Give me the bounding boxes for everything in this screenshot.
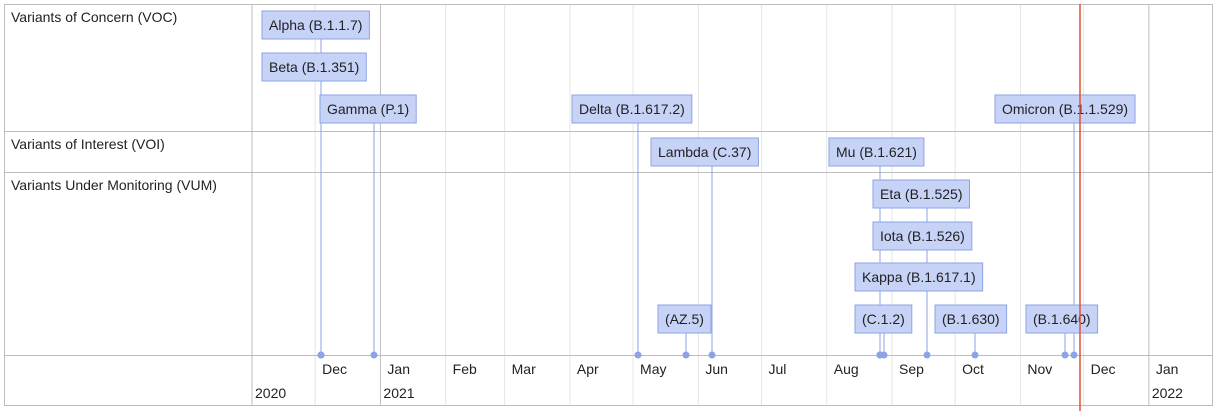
- event-label: Beta (B.1.351): [261, 52, 367, 82]
- x-tick-label: Jan: [387, 361, 410, 377]
- event-label-text: Gamma (P.1): [327, 101, 409, 117]
- event-label: Omicron (B.1.1.529): [994, 94, 1136, 124]
- event-label-text: Eta (B.1.525): [880, 186, 963, 202]
- event-label: (B.1.640): [1025, 304, 1099, 334]
- event-label-text: Iota (B.1.526): [880, 228, 965, 244]
- x-tick-label: Apr: [577, 361, 599, 377]
- event-label: Delta (B.1.617.2): [571, 94, 693, 124]
- x-tick-label: Jan: [1156, 361, 1179, 377]
- event-marker: [634, 351, 642, 359]
- chart-border: [4, 4, 1213, 406]
- event-label-text: Omicron (B.1.1.529): [1002, 101, 1128, 117]
- event-label-text: (B.1.640): [1033, 311, 1091, 327]
- row-labels: Variants of Concern (VOC) Variants of Int…: [11, 9, 217, 193]
- x-tick-label: Sep: [899, 361, 924, 377]
- row-label: Variants of Concern (VOC): [11, 9, 177, 25]
- event-label-box: [994, 94, 1136, 124]
- x-tick-label: Dec: [322, 361, 347, 377]
- event-label: (C.1.2): [854, 304, 913, 334]
- event-label-box: [261, 52, 367, 82]
- event-label: Eta (B.1.525): [872, 179, 970, 209]
- x-tick-label: Mar: [512, 361, 536, 377]
- x-tick-label: Dec: [1091, 361, 1116, 377]
- x-tick-label: Feb: [453, 361, 477, 377]
- event-label-box: [872, 221, 973, 251]
- x-tick-label: Aug: [834, 361, 859, 377]
- x-tick-label: May: [640, 361, 666, 377]
- event-label-text: Alpha (B.1.1.7): [269, 17, 362, 33]
- time-axis: Dec Jan Feb Mar Apr May Jun Jul Aug Sep Oct Nov Dec J…: [255, 361, 1183, 401]
- event-label-text: Lambda (C.37): [658, 144, 751, 160]
- event-label-box: [854, 304, 913, 334]
- x-year-label: 2021: [383, 385, 414, 401]
- chart-frame: [4, 4, 1213, 406]
- event-marker: [1070, 351, 1078, 359]
- event-label: Mu (B.1.621): [828, 137, 925, 167]
- event-label: Iota (B.1.526): [872, 221, 973, 251]
- x-year-label: 2020: [255, 385, 286, 401]
- event-marker: [682, 351, 690, 359]
- event-label-box: [261, 10, 370, 40]
- row-label: Variants of Interest (VOI): [11, 136, 165, 152]
- event-marker: [317, 351, 325, 359]
- event-label-box: [828, 137, 925, 167]
- event-marker: [880, 351, 888, 359]
- event-marker: [708, 351, 716, 359]
- event-marker: [923, 351, 931, 359]
- x-tick-label: Jun: [705, 361, 728, 377]
- event-label-box: [854, 262, 984, 292]
- grid-lines: [314, 4, 1150, 405]
- event-label: Lambda (C.37): [650, 137, 759, 167]
- event-label: Alpha (B.1.1.7): [261, 10, 370, 40]
- event-marker: [971, 351, 979, 359]
- event-label-box: [657, 304, 712, 334]
- event-label: (AZ.5): [657, 304, 712, 334]
- event-label-box: [650, 137, 759, 167]
- event-label-text: Beta (B.1.351): [269, 59, 359, 75]
- x-tick-label: Oct: [962, 361, 984, 377]
- event-label-text: (B.1.630): [942, 311, 1000, 327]
- event-label-box: [319, 94, 417, 124]
- event-label: Kappa (B.1.617.1): [854, 262, 984, 292]
- event-label-box: [934, 304, 1008, 334]
- x-year-label: 2022: [1152, 385, 1183, 401]
- row-label: Variants Under Monitoring (VUM): [11, 177, 217, 193]
- event-label: (B.1.630): [934, 304, 1008, 334]
- event-label-box: [571, 94, 693, 124]
- event-label-box: [1025, 304, 1099, 334]
- x-tick-label: Jul: [768, 361, 786, 377]
- x-tick-label: Nov: [1027, 361, 1052, 377]
- event-label-text: Kappa (B.1.617.1): [862, 269, 976, 285]
- event-marker: [370, 351, 378, 359]
- event-label-text: (AZ.5): [665, 311, 704, 327]
- event-marker: [1061, 351, 1069, 359]
- event-label-text: (C.1.2): [862, 311, 905, 327]
- event-label-box: [872, 179, 970, 209]
- event-labels: Alpha (B.1.1.7) Beta (B.1.351) Gamma (P.1)…: [261, 10, 1136, 334]
- event-label-text: Delta (B.1.617.2): [579, 101, 685, 117]
- event-label: Gamma (P.1): [319, 94, 417, 124]
- event-label-text: Mu (B.1.621): [836, 144, 917, 160]
